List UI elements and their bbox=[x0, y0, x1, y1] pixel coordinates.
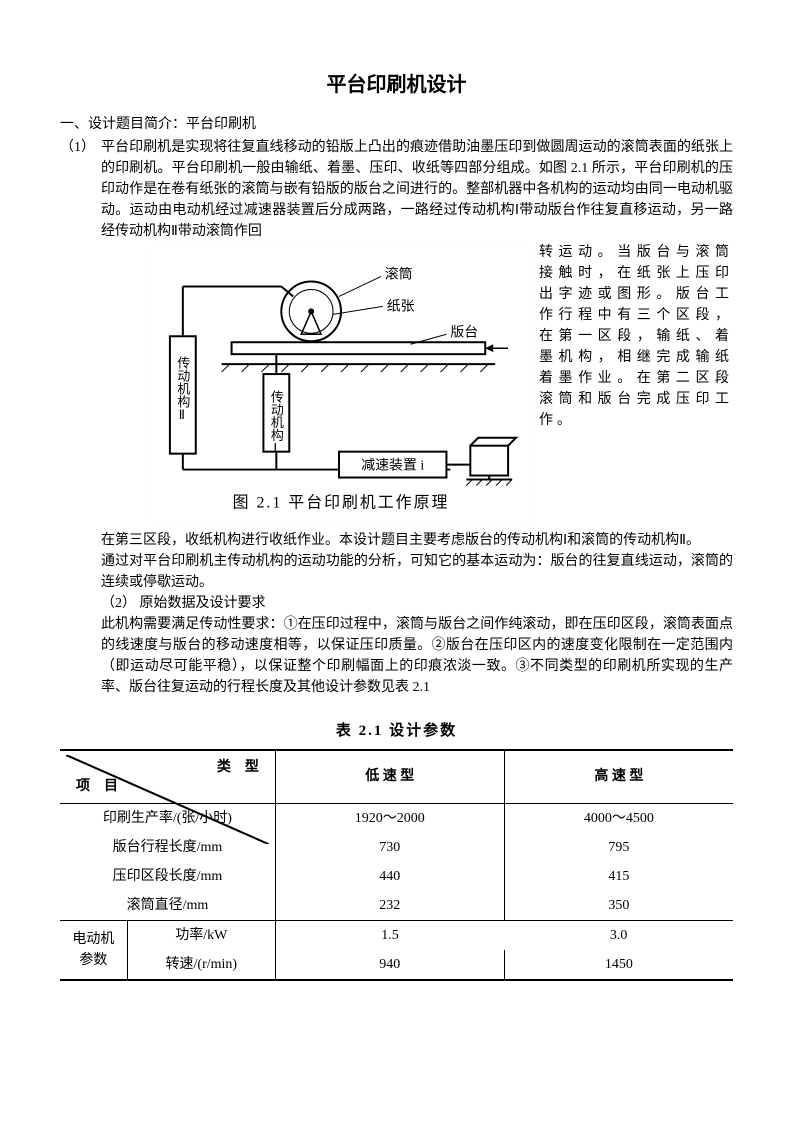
svg-text:纸张: 纸张 bbox=[387, 298, 415, 314]
item-1-after-b: 通过对平台印刷机主传动机构的运动功能的分析，可知它的基本运动为：版台的往复直线运… bbox=[101, 551, 733, 593]
row-label: 转速/(r/min) bbox=[127, 950, 275, 980]
row-low: 232 bbox=[275, 891, 504, 921]
table-row: 压印区段长度/mm440415 bbox=[60, 862, 733, 891]
row-low: 940 bbox=[275, 950, 504, 980]
table-row: 电动机参数功率/kW1.53.0 bbox=[60, 920, 733, 950]
row-high: 3.0 bbox=[504, 920, 733, 950]
row-high: 1450 bbox=[504, 950, 733, 980]
table-row: 滚筒直径/mm232350 bbox=[60, 891, 733, 921]
table-title: 表 2.1 设计参数 bbox=[60, 720, 733, 743]
corner-top-label: 类 型 bbox=[217, 757, 259, 778]
corner-bottom-label: 项 目 bbox=[76, 776, 118, 797]
design-params-table: 类 型 项 目 低 速 型 高 速 型 印刷生产率/(张/小时)1920～200… bbox=[60, 749, 733, 981]
item-1-number: （1） bbox=[60, 137, 95, 698]
row-label: 功率/kW bbox=[127, 920, 275, 950]
row-low: 1920～2000 bbox=[275, 803, 504, 833]
svg-text:版台: 版台 bbox=[450, 324, 478, 340]
page-title: 平台印刷机设计 bbox=[60, 70, 733, 100]
item-1-after-a: 在第三区段，收纸机构进行收纸作业。本设计题目主要考虑版台的传动机构Ⅰ和滚筒的传动… bbox=[101, 530, 733, 551]
svg-text:图 2.1 平台印刷机工作原理: 图 2.1 平台印刷机工作原理 bbox=[233, 493, 450, 511]
table-corner-cell: 类 型 项 目 bbox=[66, 755, 269, 799]
requirements-text: 此机构需要满足传动性要求：①在压印过程中，滚筒与版台之间作纯滚动，即在压印区段，… bbox=[101, 614, 733, 698]
svg-text:传动机构Ⅱ: 传动机构Ⅱ bbox=[175, 356, 190, 423]
row-label: 压印区段长度/mm bbox=[60, 862, 275, 891]
row-label: 滚筒直径/mm bbox=[60, 891, 275, 921]
svg-text:减速装置 i: 减速装置 i bbox=[361, 458, 424, 474]
item-1: （1） 平台印刷机是实现将往复直线移动的铅版上凸出的痕迹借助油墨压印到做圆周运动… bbox=[60, 137, 733, 698]
row-low: 1.5 bbox=[275, 920, 504, 950]
row-high: 795 bbox=[504, 833, 733, 862]
row-high: 350 bbox=[504, 891, 733, 921]
section-1-heading: 一、设计题目简介：平台印刷机 bbox=[60, 114, 733, 135]
col-high-speed: 高 速 型 bbox=[504, 750, 733, 804]
item-1-para-a: 平台印刷机是实现将往复直线移动的铅版上凸出的痕迹借助油墨压印到做圆周运动的滚筒表… bbox=[101, 137, 733, 242]
item-2-heading: （2） 原始数据及设计要求 bbox=[101, 593, 733, 614]
svg-text:滚筒: 滚筒 bbox=[385, 266, 413, 283]
row-low: 730 bbox=[275, 833, 504, 862]
col-low-speed: 低 速 型 bbox=[275, 750, 504, 804]
row-low: 440 bbox=[275, 862, 504, 891]
motor-group-label: 电动机参数 bbox=[60, 920, 127, 980]
figure-2-1: 滚筒 纸张 版台 bbox=[151, 246, 531, 526]
table-row: 转速/(r/min)9401450 bbox=[60, 950, 733, 980]
row-high: 415 bbox=[504, 862, 733, 891]
row-high: 4000～4500 bbox=[504, 803, 733, 833]
svg-text:传动机构Ⅰ: 传动机构Ⅰ bbox=[269, 390, 284, 457]
